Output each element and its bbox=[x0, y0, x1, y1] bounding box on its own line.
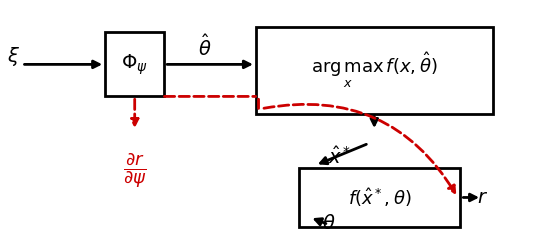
FancyBboxPatch shape bbox=[105, 32, 164, 97]
FancyBboxPatch shape bbox=[256, 27, 493, 114]
Text: $\underset{x}{\arg\max}\, f(x, \hat{\theta})$: $\underset{x}{\arg\max}\, f(x, \hat{\the… bbox=[311, 51, 437, 90]
Text: $\theta$: $\theta$ bbox=[322, 214, 335, 233]
Text: $\xi$: $\xi$ bbox=[7, 46, 20, 69]
Text: $\Phi_{\psi}$: $\Phi_{\psi}$ bbox=[121, 52, 148, 77]
Text: $\dfrac{\partial r}{\partial \psi}$: $\dfrac{\partial r}{\partial \psi}$ bbox=[123, 151, 146, 190]
Text: $\hat{\theta}$: $\hat{\theta}$ bbox=[198, 34, 212, 60]
FancyBboxPatch shape bbox=[299, 168, 460, 227]
Text: $\hat{x}^*$: $\hat{x}^*$ bbox=[327, 146, 351, 168]
Text: $f(\hat{x}^*, \theta)$: $f(\hat{x}^*, \theta)$ bbox=[348, 186, 411, 209]
Text: $r$: $r$ bbox=[477, 188, 487, 207]
